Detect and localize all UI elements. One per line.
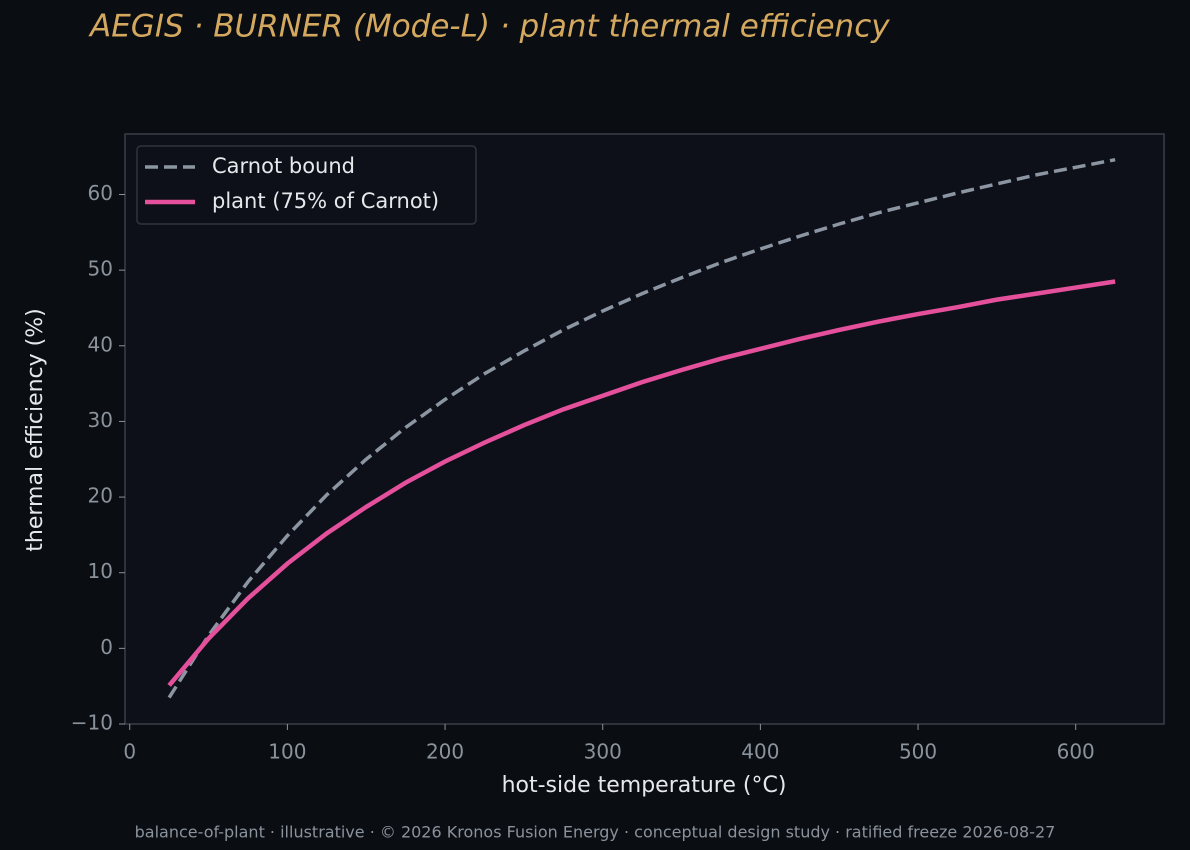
x-axis-label: hot-side temperature (°C)	[502, 773, 787, 798]
x-tick-label: 100	[268, 740, 306, 764]
y-tick-label: 0	[100, 635, 113, 659]
legend-box	[136, 145, 477, 225]
x-tick-label: 300	[584, 740, 622, 764]
y-tick-label: 40	[88, 332, 113, 356]
plot-area	[124, 133, 1165, 725]
y-tick-label: 30	[88, 408, 113, 432]
series-line	[167, 279, 1116, 687]
chart-title: AEGIS · BURNER (Mode-L) · plant thermal …	[88, 9, 890, 45]
x-tick-label: 200	[426, 740, 464, 764]
legend-label: plant (75% of Carnot)	[212, 189, 439, 213]
x-tick-label: 400	[741, 740, 779, 764]
x-tick-label: 600	[1057, 740, 1095, 764]
y-tick-label: 60	[88, 181, 113, 205]
y-tick-label: 20	[88, 484, 113, 508]
y-tick-label: 10	[88, 559, 113, 583]
series-line	[167, 157, 1116, 699]
x-tick-label: 0	[123, 740, 136, 764]
footer: balance-of-plant · illustrative · © 2026…	[135, 823, 1056, 842]
y-tick-label: 50	[88, 257, 113, 281]
x-tick-label: 500	[899, 740, 937, 764]
y-axis-label: thermal efficiency (%)	[23, 308, 48, 551]
y-tick-label: −10	[71, 711, 113, 735]
legend-label: Carnot bound	[212, 154, 355, 178]
